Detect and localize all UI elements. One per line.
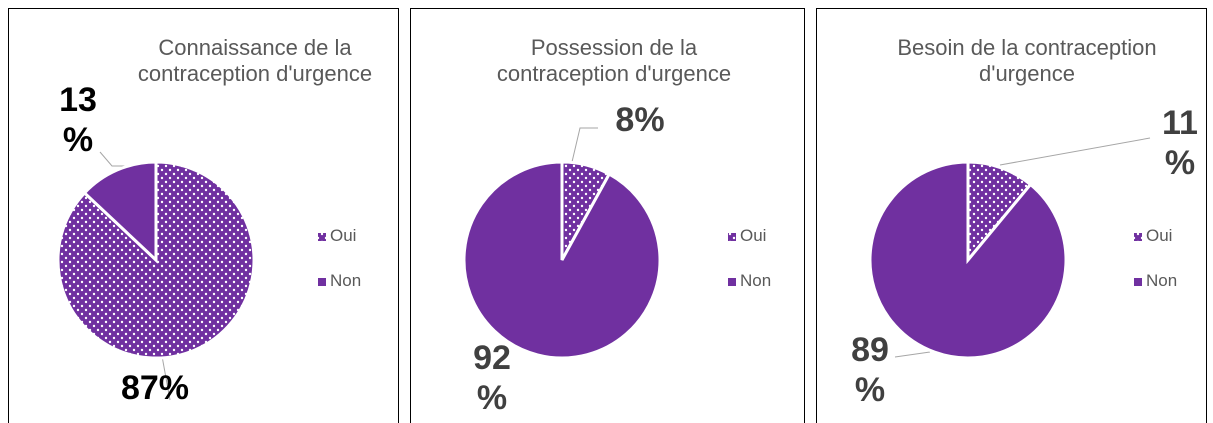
legend-swatch xyxy=(1134,233,1142,241)
pie-slice xyxy=(82,160,158,264)
legend-swatch xyxy=(318,233,326,241)
chart-title: Possession de la contraception d'urgence xyxy=(496,35,732,86)
pie-slice xyxy=(462,160,662,360)
legend-label: Oui xyxy=(330,226,357,245)
legend-label: Oui xyxy=(740,226,767,245)
leader-line xyxy=(571,127,598,163)
data-label: 89 % xyxy=(851,331,889,409)
legend-swatch xyxy=(728,233,736,241)
legend-swatch xyxy=(1134,278,1142,286)
legend-swatch xyxy=(728,278,736,286)
legend-label: Non xyxy=(740,271,772,290)
chart-title: Connaissance de la contraception d'urgen… xyxy=(137,35,373,86)
chart-title: Besoin de la contraception d'urgence xyxy=(897,35,1157,86)
panel-border xyxy=(410,8,805,423)
panel-border xyxy=(8,8,399,423)
data-label: 92 % xyxy=(473,339,511,417)
leader-line xyxy=(99,151,128,167)
pie-slice xyxy=(56,160,256,360)
legend-label: Non xyxy=(330,271,362,290)
data-label: 11 % xyxy=(1162,104,1198,182)
legend-label: Non xyxy=(1146,271,1178,290)
leader-line xyxy=(894,351,931,358)
leader-line xyxy=(999,137,1151,166)
panel-border xyxy=(816,8,1207,423)
data-label: 13 % xyxy=(59,81,97,159)
legend-swatch xyxy=(318,278,326,286)
data-label: 87% xyxy=(120,369,190,407)
data-label: 8% xyxy=(615,101,665,139)
legend-label: Oui xyxy=(1146,226,1173,245)
pie-slice xyxy=(868,160,1068,360)
